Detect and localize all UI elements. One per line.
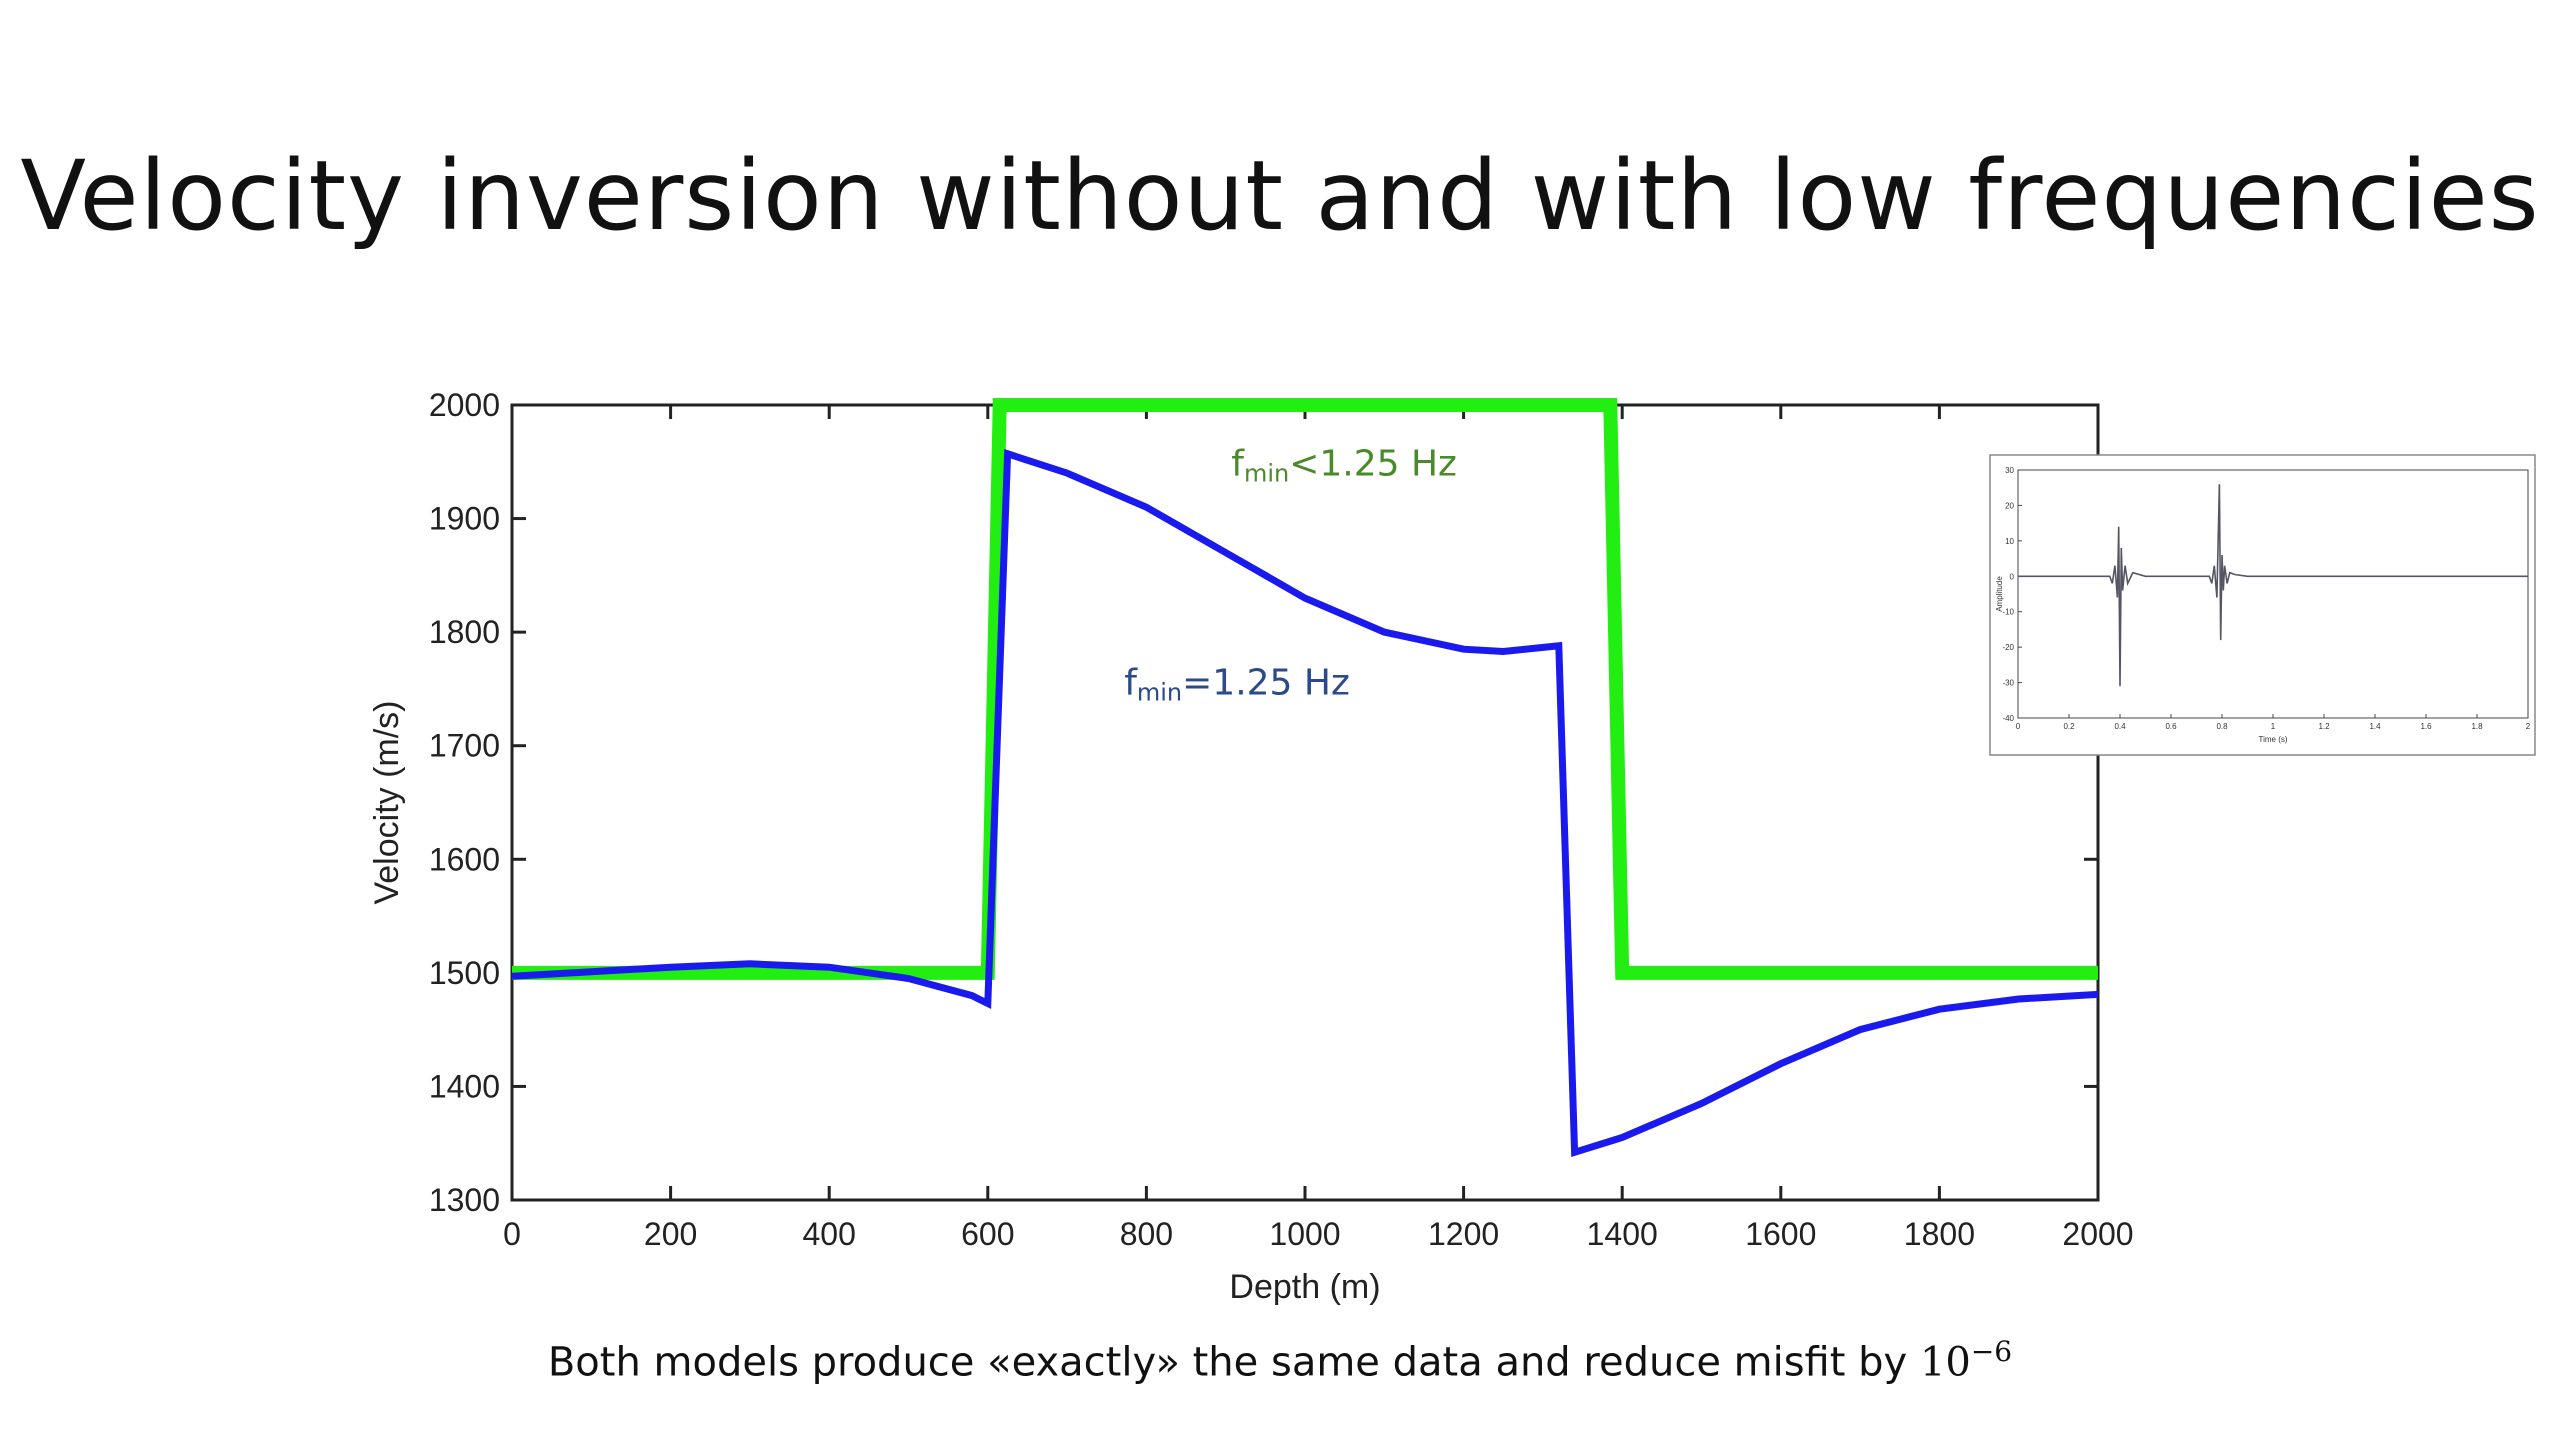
inset-seismogram: 0 0.2 0.4 0.6 0.8 1 1.2 1.4 1.6 1.8 2 30 20 10 0 -10 -20… xyxy=(1989,454,2536,756)
inset-x-tick-label: 1.4 xyxy=(2369,722,2381,731)
inset-x-tick-label: 0.2 xyxy=(2063,722,2075,731)
inset-x-tick-label: 0.8 xyxy=(2216,722,2228,731)
inset-y-tick-label: -10 xyxy=(2002,608,2014,617)
caption-math: 10 xyxy=(1919,1339,1971,1386)
inset-y-tick-label: 10 xyxy=(2005,537,2014,546)
y-tick-label: 1500 xyxy=(429,955,500,991)
series-line-low-freq xyxy=(512,398,2098,980)
inset-trace xyxy=(2018,484,2528,687)
x-ticks: 0 200 400 600 800 1000 1200 1400 1600 1800 2000 xyxy=(503,405,2134,1252)
y-axis-label: Velocity (m/s) xyxy=(368,700,406,904)
y-tick-label: 1900 xyxy=(429,501,500,537)
slide-title: Velocity inversion without and with low … xyxy=(20,140,2540,252)
x-tick-label: 1800 xyxy=(1904,1216,1975,1252)
inset-x-tick-label: 2 xyxy=(2526,722,2531,731)
y-tick-label: 1800 xyxy=(429,614,500,650)
x-tick-label: 400 xyxy=(803,1216,856,1252)
inset-y-tick-label: 30 xyxy=(2005,466,2014,475)
inset-y-tick-label: -20 xyxy=(2002,643,2014,652)
x-axis-label: Depth (m) xyxy=(1229,1268,1380,1306)
series-lines xyxy=(511,398,2099,1158)
y-tick-label: 1400 xyxy=(429,1068,500,1104)
caption-exponent: −6 xyxy=(1970,1335,2013,1368)
x-tick-label: 600 xyxy=(961,1216,1014,1252)
main-plot: 0 200 400 600 800 1000 1200 1400 1600 1800 2000 13… xyxy=(368,387,2134,1306)
inset-x-tick-label: 0.6 xyxy=(2165,722,2177,731)
series-label-with-freq: fmin=1.25 Hz xyxy=(1124,663,1350,707)
inset-y-tick-label: 0 xyxy=(2010,572,2015,581)
inset-x-tick-label: 1.2 xyxy=(2318,722,2330,731)
inset-y-tick-label: -30 xyxy=(2002,679,2014,688)
inset-x-tick-label: 1.8 xyxy=(2471,722,2483,731)
x-tick-label: 1200 xyxy=(1428,1216,1499,1252)
inset-ticks: 0 0.2 0.4 0.6 0.8 1 1.2 1.4 1.6 1.8 2 30 20 10 0 -10 -20… xyxy=(2002,466,2530,731)
y-tick-label: 2000 xyxy=(429,387,500,423)
x-tick-label: 1000 xyxy=(1269,1216,1340,1252)
caption-text: Both models produce «exactly» the same d… xyxy=(547,1339,1920,1386)
x-tick-label: 200 xyxy=(644,1216,697,1252)
x-tick-label: 1600 xyxy=(1745,1216,1816,1252)
x-tick-label: 1400 xyxy=(1587,1216,1658,1252)
y-tick-label: 1600 xyxy=(429,841,500,877)
x-tick-label: 0 xyxy=(503,1216,521,1252)
y-tick-label: 1300 xyxy=(429,1182,500,1218)
slide-caption: Both models produce «exactly» the same d… xyxy=(0,1335,2560,1385)
inset-x-tick-label: 0 xyxy=(2016,722,2021,731)
inset-background xyxy=(1989,454,2536,756)
inset-y-tick-label: -40 xyxy=(2002,714,2014,723)
inset-x-tick-label: 1 xyxy=(2271,722,2276,731)
inset-series xyxy=(2018,484,2528,687)
x-tick-label: 2000 xyxy=(2062,1216,2133,1252)
x-tick-label: 800 xyxy=(1120,1216,1173,1252)
series-label-low-freq: fmin<1.25 Hz xyxy=(1231,443,1457,487)
inset-x-tick-label: 1.6 xyxy=(2420,722,2432,731)
inset-y-tick-label: 20 xyxy=(2005,501,2014,510)
y-tick-label: 1700 xyxy=(429,728,500,764)
inset-y-axis-label: Amplitude xyxy=(1995,576,2004,612)
inset-x-tick-label: 0.4 xyxy=(2114,722,2126,731)
series-line-with-freq xyxy=(511,449,2099,1158)
plot-frame xyxy=(510,403,2100,1202)
inset-x-axis-label: Time (s) xyxy=(2258,735,2287,744)
